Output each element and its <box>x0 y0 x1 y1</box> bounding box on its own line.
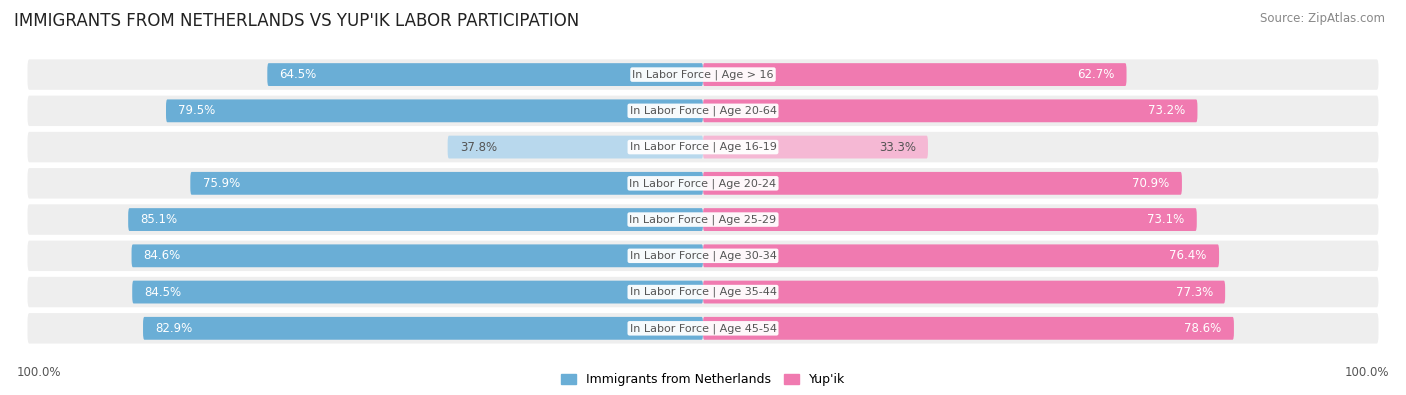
Text: In Labor Force | Age 20-24: In Labor Force | Age 20-24 <box>630 178 776 188</box>
FancyBboxPatch shape <box>28 96 1378 126</box>
Text: 37.8%: 37.8% <box>460 141 496 154</box>
FancyBboxPatch shape <box>190 172 703 195</box>
FancyBboxPatch shape <box>132 281 703 303</box>
FancyBboxPatch shape <box>703 281 1225 303</box>
FancyBboxPatch shape <box>703 245 1219 267</box>
FancyBboxPatch shape <box>703 317 1234 340</box>
FancyBboxPatch shape <box>28 313 1378 344</box>
Text: 100.0%: 100.0% <box>17 366 62 379</box>
Text: 75.9%: 75.9% <box>202 177 240 190</box>
Legend: Immigrants from Netherlands, Yup'ik: Immigrants from Netherlands, Yup'ik <box>561 373 845 386</box>
Text: 82.9%: 82.9% <box>155 322 193 335</box>
Text: 70.9%: 70.9% <box>1132 177 1170 190</box>
Text: In Labor Force | Age 25-29: In Labor Force | Age 25-29 <box>630 214 776 225</box>
Text: In Labor Force | Age 20-64: In Labor Force | Age 20-64 <box>630 105 776 116</box>
Text: 100.0%: 100.0% <box>1344 366 1389 379</box>
FancyBboxPatch shape <box>132 245 703 267</box>
FancyBboxPatch shape <box>28 241 1378 271</box>
Text: 79.5%: 79.5% <box>179 104 215 117</box>
FancyBboxPatch shape <box>166 100 703 122</box>
FancyBboxPatch shape <box>703 100 1198 122</box>
Text: 76.4%: 76.4% <box>1170 249 1206 262</box>
FancyBboxPatch shape <box>28 168 1378 199</box>
Text: 62.7%: 62.7% <box>1077 68 1115 81</box>
Text: In Labor Force | Age 16-19: In Labor Force | Age 16-19 <box>630 142 776 152</box>
Text: Source: ZipAtlas.com: Source: ZipAtlas.com <box>1260 12 1385 25</box>
Text: 85.1%: 85.1% <box>141 213 177 226</box>
FancyBboxPatch shape <box>267 63 703 86</box>
Text: 73.2%: 73.2% <box>1149 104 1185 117</box>
FancyBboxPatch shape <box>447 135 703 158</box>
Text: In Labor Force | Age 30-34: In Labor Force | Age 30-34 <box>630 250 776 261</box>
FancyBboxPatch shape <box>28 132 1378 162</box>
Text: In Labor Force | Age 45-54: In Labor Force | Age 45-54 <box>630 323 776 333</box>
FancyBboxPatch shape <box>28 204 1378 235</box>
Text: 64.5%: 64.5% <box>280 68 316 81</box>
FancyBboxPatch shape <box>28 59 1378 90</box>
FancyBboxPatch shape <box>703 135 928 158</box>
Text: In Labor Force | Age 35-44: In Labor Force | Age 35-44 <box>630 287 776 297</box>
Text: 78.6%: 78.6% <box>1184 322 1222 335</box>
FancyBboxPatch shape <box>703 63 1126 86</box>
FancyBboxPatch shape <box>143 317 703 340</box>
FancyBboxPatch shape <box>128 208 703 231</box>
Text: 77.3%: 77.3% <box>1175 286 1213 299</box>
Text: 73.1%: 73.1% <box>1147 213 1185 226</box>
Text: IMMIGRANTS FROM NETHERLANDS VS YUP'IK LABOR PARTICIPATION: IMMIGRANTS FROM NETHERLANDS VS YUP'IK LA… <box>14 12 579 30</box>
FancyBboxPatch shape <box>28 277 1378 307</box>
FancyBboxPatch shape <box>703 208 1197 231</box>
FancyBboxPatch shape <box>703 172 1182 195</box>
Text: 84.6%: 84.6% <box>143 249 181 262</box>
Text: In Labor Force | Age > 16: In Labor Force | Age > 16 <box>633 70 773 80</box>
Text: 84.5%: 84.5% <box>145 286 181 299</box>
Text: 33.3%: 33.3% <box>879 141 915 154</box>
